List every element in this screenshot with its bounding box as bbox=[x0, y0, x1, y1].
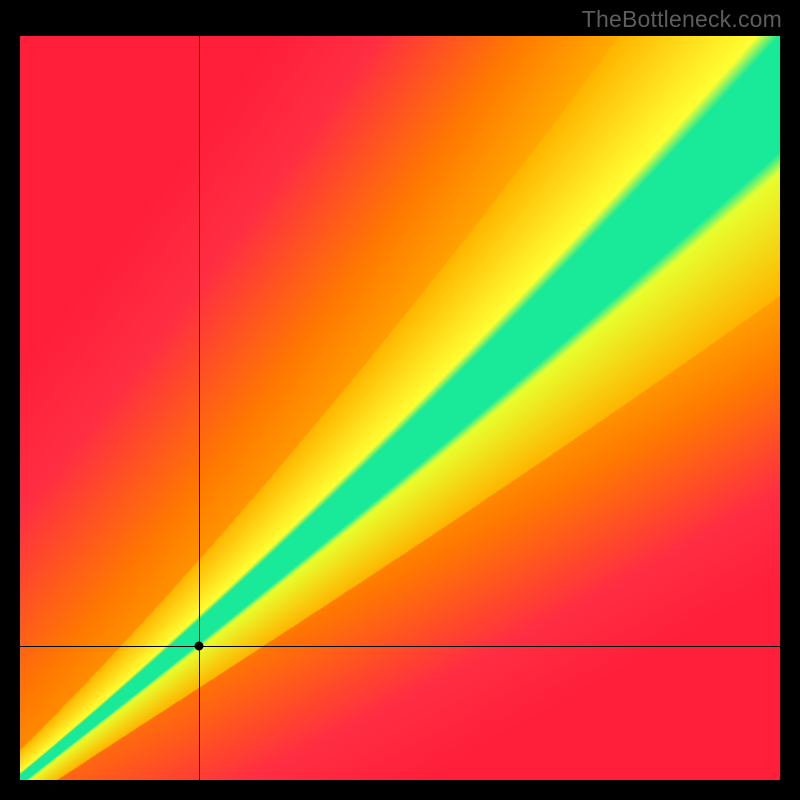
crosshair-point bbox=[194, 642, 203, 651]
watermark-text: TheBottleneck.com bbox=[582, 6, 782, 33]
plot-area bbox=[20, 36, 780, 780]
chart-container: TheBottleneck.com bbox=[0, 0, 800, 800]
heatmap-canvas bbox=[20, 36, 780, 780]
